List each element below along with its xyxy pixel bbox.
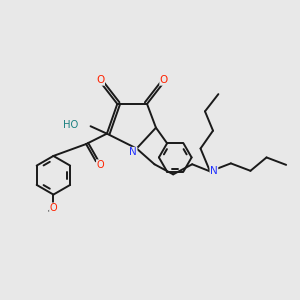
Text: N: N bbox=[129, 147, 137, 158]
Text: O: O bbox=[97, 160, 104, 170]
Text: O: O bbox=[96, 75, 104, 85]
Text: HO: HO bbox=[63, 120, 78, 130]
Text: N: N bbox=[210, 167, 218, 176]
Text: O: O bbox=[50, 203, 57, 213]
Text: O: O bbox=[160, 75, 168, 85]
